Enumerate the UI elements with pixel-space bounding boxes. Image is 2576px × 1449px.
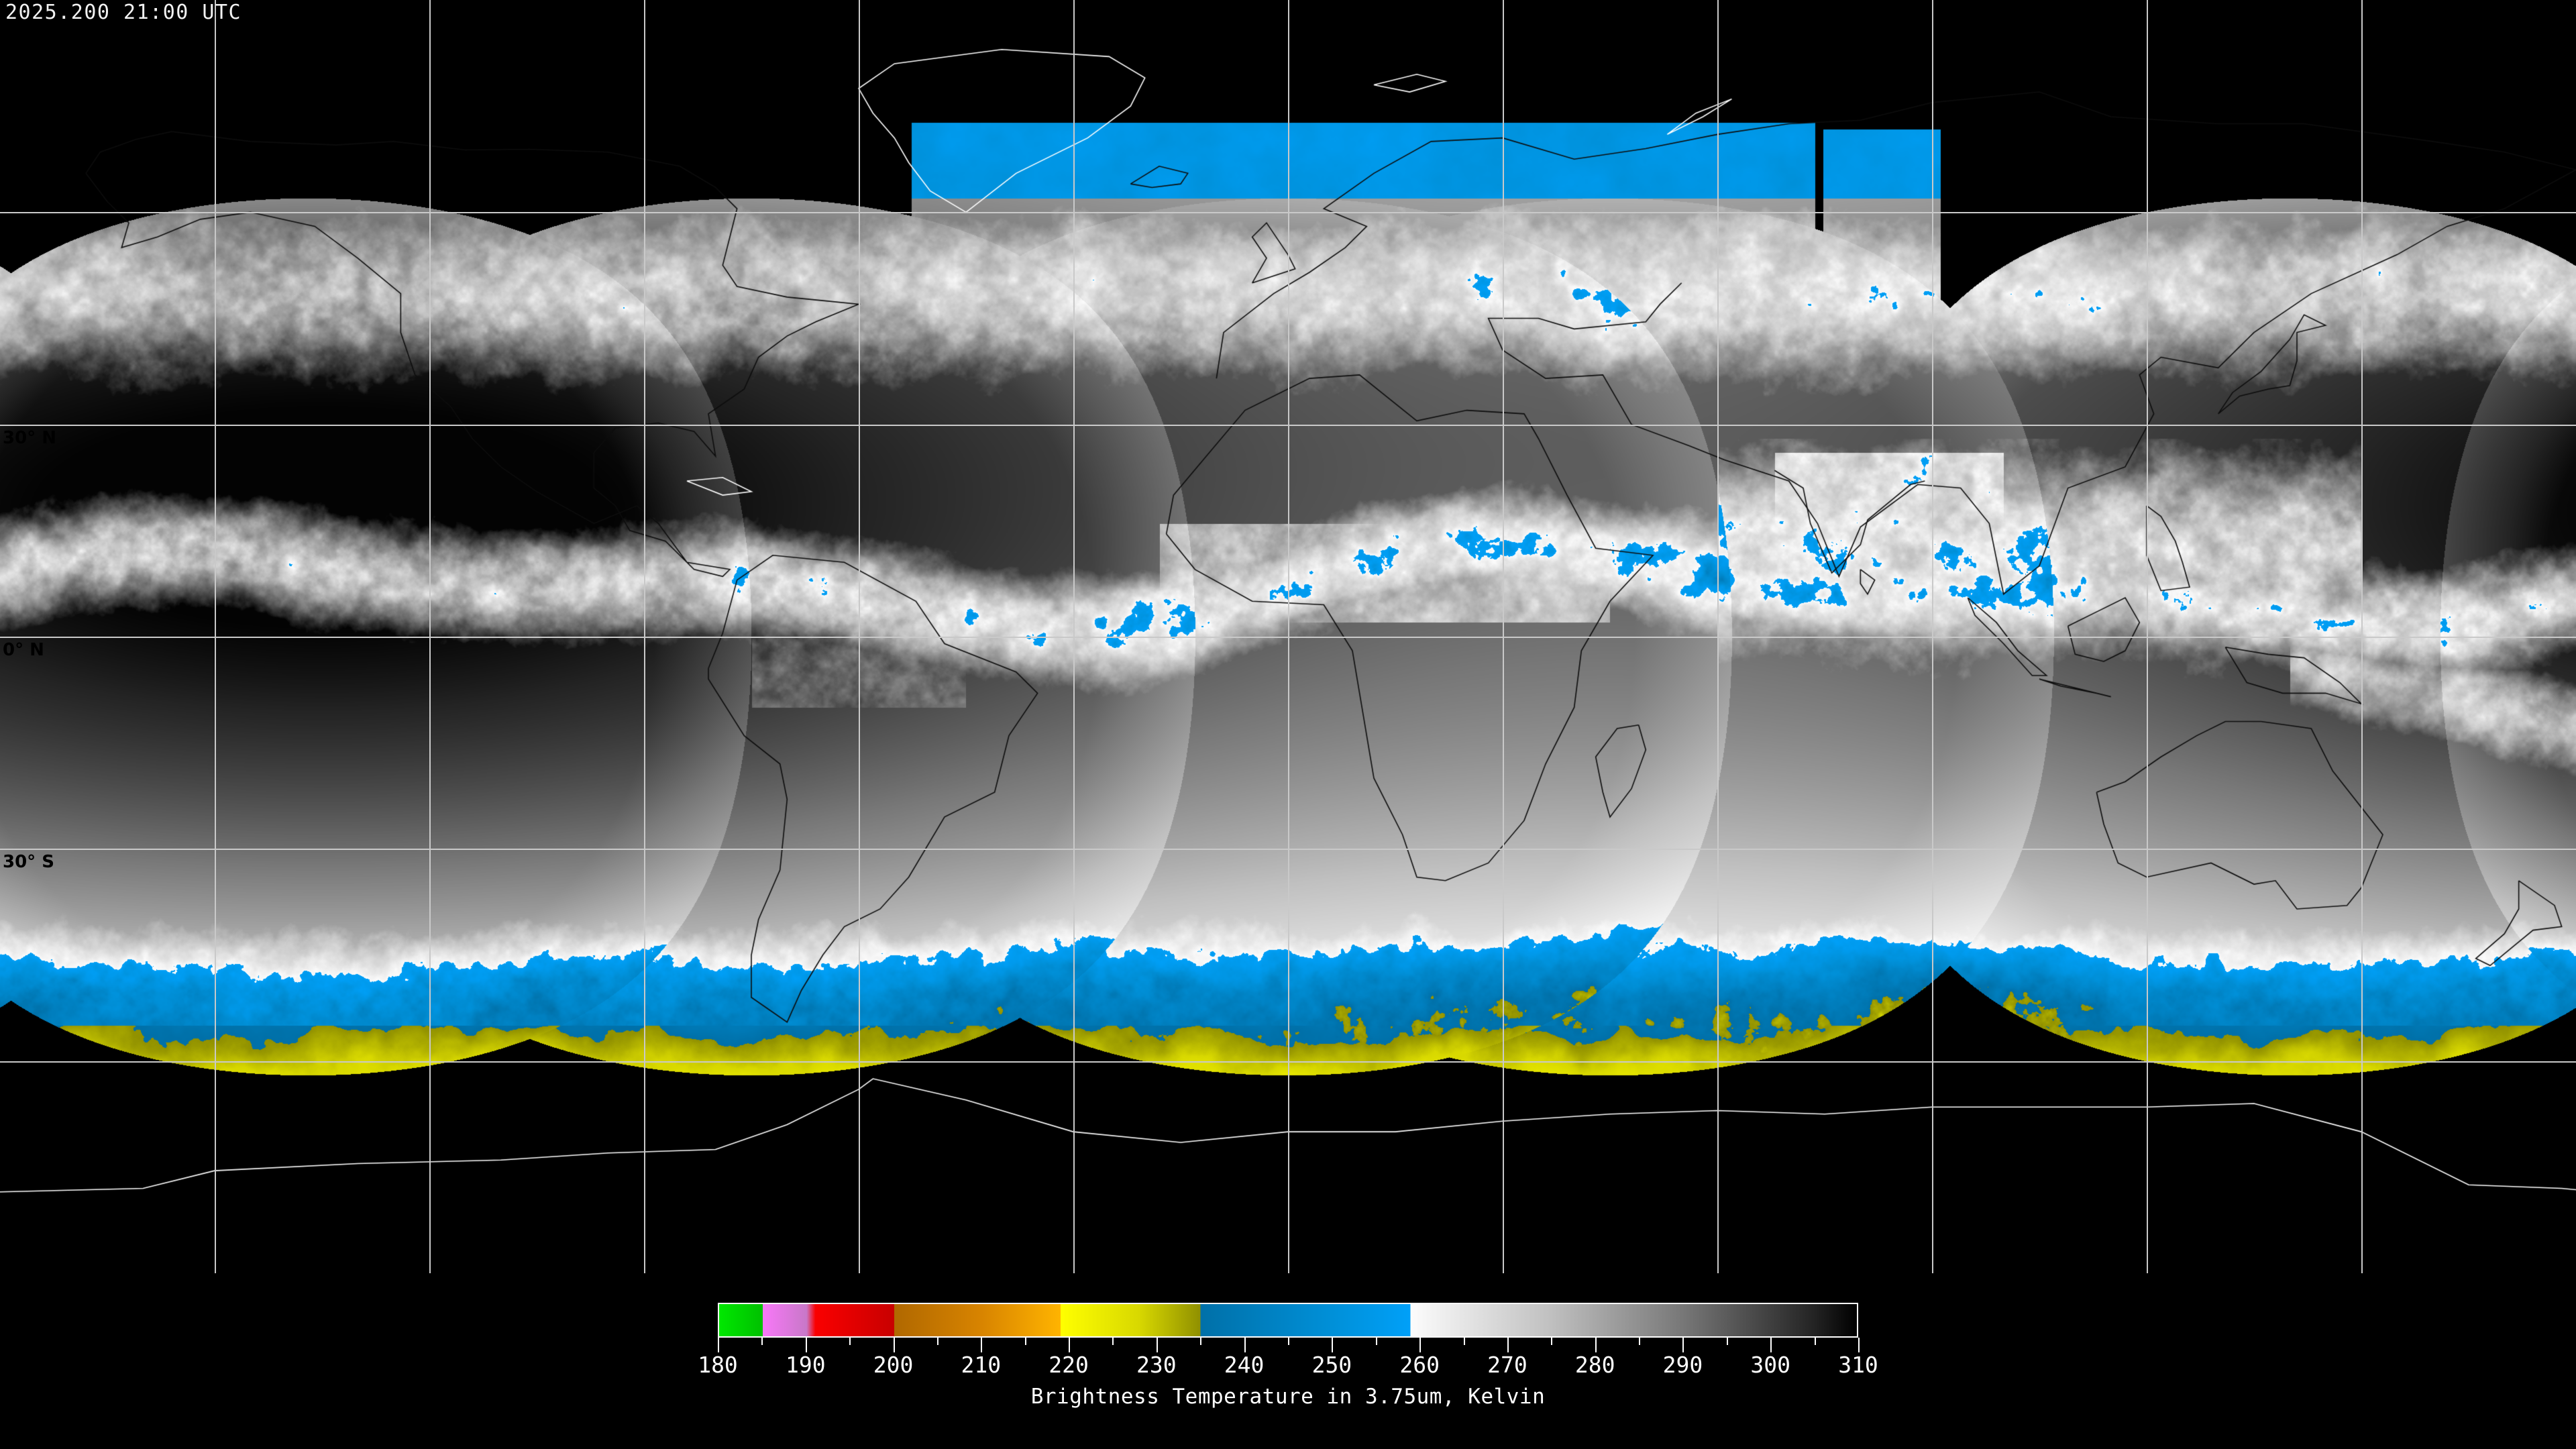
colorbar-tick-label-300: 300	[1750, 1352, 1791, 1378]
colorbar-tick-290	[1682, 1338, 1684, 1352]
colorbar-tick-265	[1463, 1338, 1465, 1345]
colorbar-tick-marks	[718, 1338, 1860, 1354]
colorbar-tick-label-180: 180	[698, 1352, 738, 1378]
colorbar-tick-label-250: 250	[1311, 1352, 1352, 1378]
colorbar-tick-270	[1507, 1338, 1509, 1352]
colorbar-tick-310	[1858, 1338, 1860, 1352]
colorbar-tick-label-220: 220	[1049, 1352, 1089, 1378]
colorbar-tick-label-230: 230	[1136, 1352, 1177, 1378]
latitude-label-0: 0° N	[3, 640, 44, 660]
colorbar-tick-labels: 180 190 200 210 220 230 240 250 260 270 280 290 300 3…	[698, 1352, 1878, 1379]
colorbar-tick-305	[1814, 1338, 1816, 1345]
timestamp-label: 2025.200 21:00 UTC	[5, 1, 242, 24]
colorbar-wrapper	[718, 1303, 1858, 1338]
colorbar-tick-260	[1419, 1338, 1421, 1352]
latitude-label-60: 60° N	[3, 215, 56, 236]
colorbar-tick-235	[1200, 1338, 1202, 1345]
colorbar-block: 180 190 200 210 220 230 240 250 260 270 280 290 300 3…	[0, 1273, 2576, 1449]
colorbar-tick-185	[761, 1338, 763, 1345]
brightness-temperature-raster[interactable]	[0, 0, 2576, 1273]
colorbar-tick-label-280: 280	[1574, 1352, 1615, 1378]
colorbar-tick-215	[1024, 1338, 1026, 1345]
colorbar-tick-275	[1551, 1338, 1553, 1345]
colorbar-tick-190	[805, 1338, 807, 1352]
colorbar-tick-label-310: 310	[1838, 1352, 1878, 1378]
colorbar-tick-label-260: 260	[1399, 1352, 1440, 1378]
colorbar-tick-label-190: 190	[785, 1352, 826, 1378]
colorbar-tick-225	[1112, 1338, 1114, 1345]
latitude-label-30: 30° N	[3, 427, 56, 448]
colorbar-frame[interactable]	[718, 1303, 1858, 1338]
colorbar-tick-label-200: 200	[873, 1352, 914, 1378]
colorbar-tick-label-240: 240	[1224, 1352, 1265, 1378]
colorbar-tick-280	[1595, 1338, 1597, 1352]
colorbar-tick-label-290: 290	[1662, 1352, 1703, 1378]
latitude-label--30: 30° S	[3, 852, 54, 873]
colorbar-tick-220	[1069, 1338, 1071, 1352]
colorbar-tick-250	[1332, 1338, 1334, 1352]
colorbar-gradient	[719, 1304, 1857, 1336]
colorbar-tick-245	[1288, 1338, 1289, 1345]
colorbar-tick-180	[718, 1338, 719, 1352]
colorbar-tick-label-210: 210	[961, 1352, 1002, 1378]
colorbar-tick-205	[936, 1338, 938, 1345]
colorbar-tick-240	[1244, 1338, 1246, 1352]
colorbar-axis-title: Brightness Temperature in 3.75um, Kelvin	[1030, 1385, 1546, 1409]
colorbar-tick-label-270: 270	[1487, 1352, 1527, 1378]
colorbar-tick-300	[1770, 1338, 1772, 1352]
colorbar-tick-295	[1726, 1338, 1728, 1345]
colorbar-tick-230	[1156, 1338, 1158, 1352]
global-satellite-map[interactable]: 60° N 30° N 0° N 30° S 60° S 2025.200 21:00 …	[0, 0, 2576, 1273]
colorbar-tick-255	[1375, 1338, 1377, 1345]
colorbar-tick-285	[1639, 1338, 1641, 1345]
latitude-label--60: 60° S	[3, 1064, 54, 1085]
colorbar-tick-200	[893, 1338, 895, 1352]
colorbar-tick-210	[981, 1338, 983, 1352]
colorbar-tick-195	[849, 1338, 851, 1345]
